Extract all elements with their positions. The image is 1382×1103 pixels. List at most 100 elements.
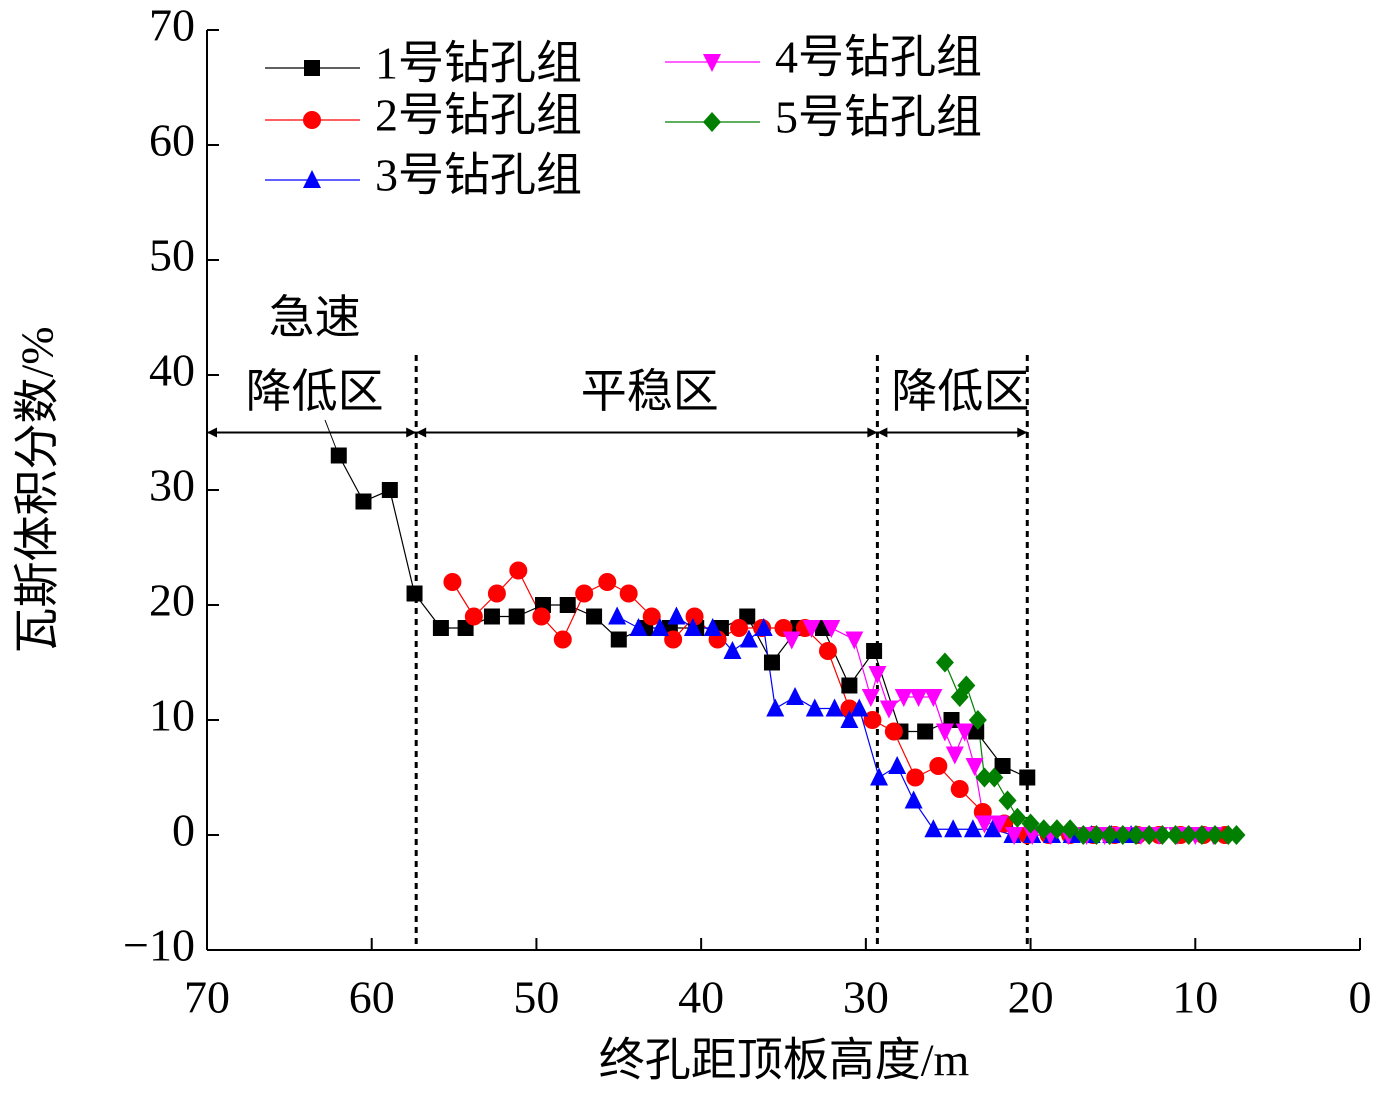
data-point [1047, 819, 1066, 840]
data-point [935, 652, 954, 673]
data-point [802, 620, 821, 638]
data-point [703, 618, 722, 636]
data-point [968, 710, 987, 730]
data-point [998, 790, 1017, 811]
data-point [904, 790, 923, 809]
data-point [845, 631, 864, 650]
data-point [508, 608, 525, 625]
data-point [957, 675, 976, 696]
y-tick-label: 60 [149, 115, 195, 166]
data-point [950, 780, 969, 798]
data-point [642, 607, 661, 626]
data-point [766, 698, 785, 717]
data-point [1140, 825, 1159, 845]
data-point [841, 677, 858, 694]
data-point [994, 758, 1011, 774]
data-point [990, 815, 1009, 834]
data-point [879, 700, 898, 719]
data-point [975, 815, 994, 834]
data-point [754, 618, 773, 636]
x-tick-label: 60 [349, 972, 395, 1023]
data-point [840, 710, 859, 728]
data-point [509, 561, 528, 580]
data-point [1192, 825, 1211, 845]
data-point [888, 756, 907, 774]
data-point [929, 757, 948, 775]
data-point [968, 723, 985, 740]
zone-label: 急速 [269, 292, 361, 343]
data-point [610, 631, 627, 648]
legend-marker [304, 60, 320, 76]
data-point [782, 631, 801, 650]
data-point [1005, 827, 1024, 845]
data-point [825, 698, 844, 717]
data-point [432, 620, 449, 636]
y-tick-label: 20 [149, 575, 195, 626]
data-point [598, 573, 617, 591]
data-point [850, 698, 869, 717]
legend-label: 5号钻孔组 [775, 92, 982, 143]
data-point [483, 608, 500, 625]
data-point [985, 767, 1004, 788]
y-tick-label: −10 [123, 920, 195, 971]
legend-label: 1号钻孔组 [375, 38, 582, 89]
data-point [1206, 825, 1225, 845]
data-point [906, 768, 925, 787]
data-point [575, 584, 594, 603]
x-axis-label: 终孔距顶板高度/m [599, 1035, 970, 1086]
data-point [1019, 769, 1036, 786]
data-point [1074, 825, 1093, 845]
data-point [1126, 825, 1145, 845]
data-point [586, 608, 603, 625]
x-tick-label: 0 [1349, 972, 1372, 1023]
data-point [381, 482, 398, 498]
data-point [487, 584, 506, 603]
data-point [1023, 827, 1042, 845]
series-line [338, 455, 1028, 779]
data-point [355, 493, 372, 510]
data-point [1166, 825, 1185, 845]
x-tick-label: 70 [184, 972, 230, 1023]
data-point [884, 722, 903, 741]
data-point [909, 689, 928, 707]
legend-marker [703, 54, 721, 72]
data-point [608, 606, 627, 625]
y-tick-label: 70 [149, 0, 195, 51]
data-point [559, 597, 576, 613]
x-tick-label: 40 [678, 972, 724, 1023]
data-point [1087, 825, 1106, 845]
data-point [1227, 825, 1246, 845]
data-point [935, 723, 954, 742]
data-point [975, 767, 994, 788]
data-point [650, 618, 669, 636]
legend-label: 4号钻孔组 [775, 32, 982, 83]
data-point [739, 629, 758, 648]
data-point [866, 643, 883, 659]
data-point [443, 573, 462, 591]
legend-marker [303, 111, 321, 129]
legend-marker [303, 170, 321, 188]
data-point [983, 819, 1002, 838]
data-point [786, 687, 805, 705]
y-tick-label: 40 [149, 345, 195, 396]
data-point [619, 584, 638, 603]
data-point [945, 746, 964, 765]
data-point [1061, 819, 1080, 840]
data-point [944, 819, 963, 838]
data-point [868, 666, 887, 684]
data-point [963, 819, 982, 838]
data-point [924, 819, 943, 838]
y-axis-label: 瓦斯体积分数/% [12, 326, 63, 653]
data-point [1100, 825, 1119, 845]
data-point [965, 758, 984, 776]
zone-label: 平稳区 [581, 366, 719, 417]
data-point [863, 711, 882, 729]
x-tick-label: 50 [513, 972, 559, 1023]
data-point [955, 723, 974, 742]
data-point [406, 585, 423, 602]
data-point [818, 642, 837, 660]
data-point [723, 641, 742, 659]
data-point [1153, 825, 1172, 845]
data-point [667, 606, 686, 625]
